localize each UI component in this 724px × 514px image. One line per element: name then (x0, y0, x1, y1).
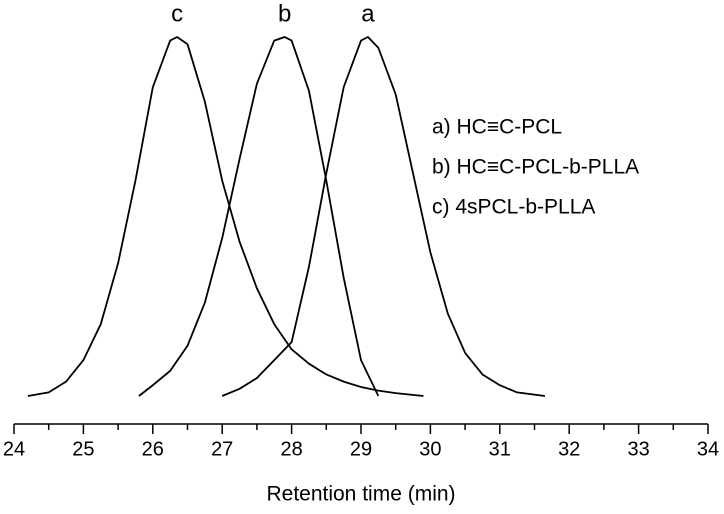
x-tick-label: 29 (350, 438, 372, 460)
line (221, 36, 546, 397)
peak-label: b (278, 0, 291, 27)
peak-label: c (171, 0, 183, 27)
line (27, 36, 424, 397)
x-tick-label: 28 (280, 438, 302, 460)
x-tick-label: 30 (419, 438, 441, 460)
x-tick-label: 34 (697, 438, 719, 460)
x-tick-label: 33 (627, 438, 649, 460)
x-tick-label: 25 (72, 438, 94, 460)
x-tick-label: 24 (3, 438, 25, 460)
x-tick-label: 32 (558, 438, 580, 460)
legend-entry: a) HC≡C-PCL (432, 116, 562, 139)
line (138, 36, 380, 397)
legend-entry: c) 4sPCL-b-PLLA (432, 196, 595, 219)
x-tick-label: 31 (489, 438, 511, 460)
x-axis-title: Retention time (min) (266, 483, 455, 506)
x-tick-label: 26 (142, 438, 164, 460)
legend-entry: b) HC≡C-PCL-b-PLLA (432, 156, 639, 179)
peak-label: a (361, 0, 375, 27)
x-tick-label: 27 (211, 438, 233, 460)
